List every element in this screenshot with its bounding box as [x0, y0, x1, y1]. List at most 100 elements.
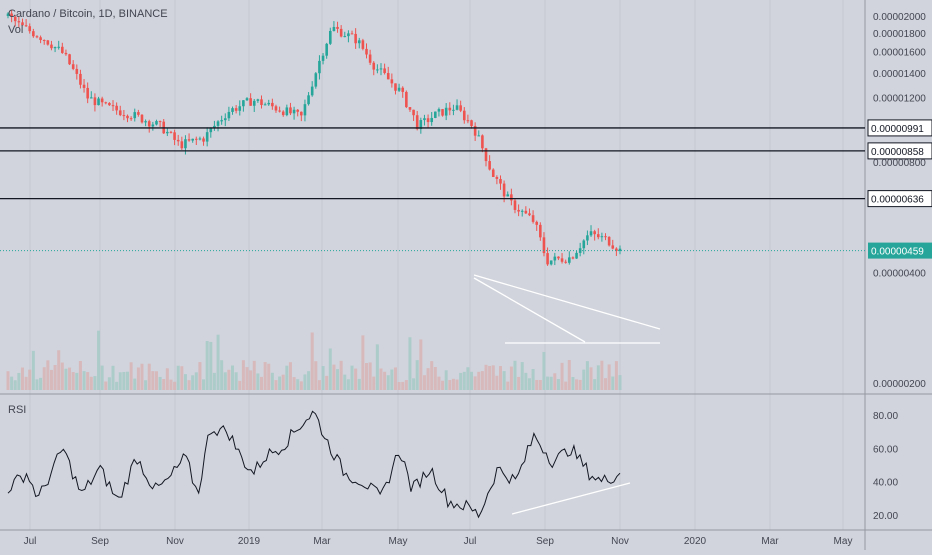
volume-bar — [582, 369, 586, 390]
volume-bar — [53, 364, 57, 390]
candle-body — [531, 215, 535, 222]
time-tick-8: Nov — [611, 536, 629, 547]
time-tick-9: 2020 — [684, 536, 707, 547]
volume-bar — [419, 339, 423, 390]
candle-body — [401, 87, 405, 92]
candle-body — [314, 73, 318, 87]
candle-body — [491, 169, 495, 177]
candle-body — [260, 99, 263, 106]
candle-body — [61, 46, 64, 53]
candle-body — [618, 248, 622, 251]
candle-body — [332, 26, 336, 31]
candle-body — [205, 132, 209, 142]
volume-bar — [477, 371, 481, 390]
candle-body — [535, 221, 539, 225]
candle-body — [137, 112, 140, 115]
candle-body — [50, 44, 53, 49]
candle-body — [455, 105, 459, 110]
volume-bar — [317, 380, 321, 390]
candle-body — [383, 68, 386, 74]
candle-body — [108, 102, 111, 106]
volume-bar — [437, 376, 441, 390]
symbol-title: Cardano / Bitcoin, 1D, BINANCE — [8, 8, 168, 20]
volume-bar — [332, 364, 336, 390]
volume-bar — [466, 367, 470, 390]
time-tick-10: Mar — [761, 536, 779, 547]
volume-bar — [126, 371, 130, 390]
candle-body — [318, 60, 321, 74]
candle-body — [473, 125, 477, 136]
time-tick-0: Jul — [24, 536, 37, 547]
candle-body — [524, 210, 528, 214]
candle-body — [343, 36, 347, 38]
volume-bar — [278, 376, 282, 390]
candle-body — [281, 111, 285, 116]
candle-body — [347, 33, 350, 37]
volume-bar — [165, 368, 169, 390]
candle-body — [350, 33, 354, 35]
volume-bar — [484, 364, 488, 390]
candle-body — [379, 68, 383, 70]
volume-bar — [611, 376, 615, 390]
volume-bar — [154, 371, 158, 390]
candle-body — [144, 121, 147, 123]
volume-bar — [585, 361, 589, 390]
candle-body — [75, 68, 79, 74]
volume-bar — [604, 378, 608, 390]
candle-body — [39, 37, 42, 41]
volume-bar — [136, 367, 140, 390]
candle-body — [502, 183, 506, 197]
candle-body — [593, 231, 596, 235]
volume-bar — [194, 372, 198, 390]
volume-bar — [234, 372, 238, 390]
candle-body — [542, 237, 546, 254]
candle-body — [325, 43, 328, 56]
candle-body — [100, 98, 104, 103]
volume-bar — [241, 360, 245, 390]
candle-body — [111, 105, 115, 107]
candle-body — [328, 30, 332, 44]
volume-bar — [451, 378, 455, 390]
volume-bar — [100, 365, 104, 390]
volume-bar — [488, 365, 492, 390]
volume-bar — [107, 377, 111, 390]
volume-label: Vol — [8, 24, 24, 36]
volume-bar — [78, 360, 82, 390]
candle-body — [285, 107, 289, 116]
time-tick-3: 2019 — [238, 536, 261, 547]
volume-bar — [325, 375, 329, 390]
candle-body — [71, 64, 75, 69]
candle-body — [271, 102, 274, 107]
candle-body — [571, 257, 575, 259]
candle-body — [216, 121, 220, 126]
candle-body — [553, 256, 557, 261]
volume-bar — [491, 365, 495, 390]
volume-bar — [433, 367, 437, 390]
volume-bar — [339, 360, 343, 390]
candle-body — [6, 13, 10, 16]
volume-bar — [256, 373, 260, 390]
candle-body — [231, 108, 234, 112]
volume-bar — [299, 381, 303, 390]
candle-body — [42, 40, 46, 42]
volume-bar — [10, 376, 14, 390]
candle-body — [274, 106, 278, 111]
candle-body — [477, 135, 481, 137]
volume-bar — [220, 360, 224, 390]
candle-body — [372, 62, 376, 70]
rsi-tick-3: 20.00 — [873, 511, 898, 522]
candle-body — [513, 200, 517, 210]
candle-body — [53, 47, 57, 49]
candle-body — [517, 209, 520, 212]
volume-bar — [46, 360, 50, 390]
candle-body — [289, 107, 292, 114]
volume-bar — [144, 380, 148, 390]
candle-body — [249, 98, 252, 106]
candle-body — [89, 97, 93, 99]
volume-bar — [35, 379, 39, 390]
volume-bar — [292, 377, 296, 390]
trend-line-upper — [473, 274, 661, 330]
candle-body — [437, 109, 441, 112]
candle-body — [68, 54, 71, 65]
candle-body — [13, 16, 17, 22]
